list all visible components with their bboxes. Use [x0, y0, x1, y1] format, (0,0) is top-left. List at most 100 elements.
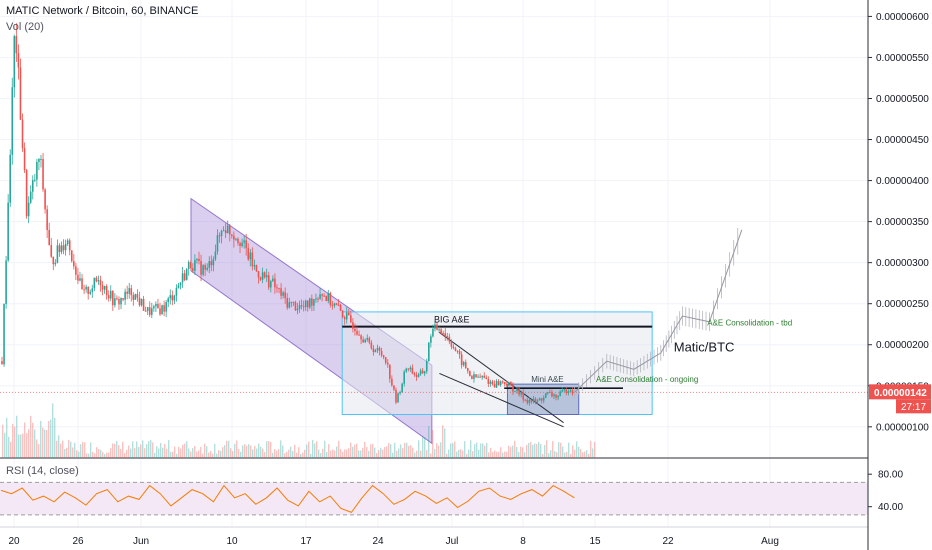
candle-body	[421, 370, 424, 374]
volume-bar	[484, 445, 486, 458]
candle	[425, 358, 428, 374]
candle	[29, 185, 32, 204]
candle-body	[224, 230, 227, 234]
candle-body	[208, 261, 211, 268]
volume-bar	[568, 442, 570, 458]
volume-bar	[252, 449, 254, 458]
volume-bar	[22, 433, 24, 458]
volume-bar	[60, 443, 62, 458]
candle-body	[85, 286, 87, 290]
candle	[44, 187, 46, 214]
candle-body	[397, 393, 399, 403]
volume-bar	[54, 417, 56, 458]
candle	[325, 295, 328, 302]
candle	[395, 387, 397, 405]
candle	[360, 334, 362, 345]
candle-body	[442, 332, 444, 334]
candle-body	[175, 288, 178, 296]
candle	[81, 273, 83, 290]
candle-body	[91, 288, 94, 292]
candle-body	[565, 389, 568, 394]
candle-body	[105, 285, 108, 296]
candle	[249, 248, 252, 267]
volume-bar	[430, 453, 432, 458]
candle-body	[288, 302, 291, 308]
volume-bars	[2, 403, 596, 458]
candles	[1, 23, 574, 406]
volume-bar	[488, 452, 490, 458]
candle-body	[231, 234, 233, 236]
candle-body	[551, 392, 553, 397]
candle-body	[450, 341, 453, 347]
candle-body	[354, 328, 356, 331]
candle-body	[405, 368, 408, 372]
candle-body	[46, 209, 48, 231]
big-ae-box	[341, 311, 653, 415]
candle-body	[540, 398, 543, 401]
candle	[304, 299, 307, 311]
candle	[128, 282, 131, 299]
volume-bar	[92, 451, 94, 458]
volume-bar	[246, 445, 248, 458]
candle-body	[124, 291, 126, 300]
candle-body	[212, 259, 215, 266]
candle	[409, 365, 412, 372]
candle-body	[542, 397, 545, 401]
volume-bar	[12, 423, 14, 458]
volume-bar	[332, 449, 334, 458]
volume-bar	[566, 451, 568, 458]
volume-bar	[204, 443, 206, 458]
candle	[257, 270, 260, 284]
volume-bar	[400, 444, 402, 458]
candle-body	[462, 362, 465, 366]
candle-body	[331, 304, 334, 306]
candle	[237, 237, 239, 246]
volume-bar	[418, 440, 420, 458]
volume-bar	[360, 450, 362, 458]
candle-body	[29, 191, 32, 203]
candle-body	[304, 300, 307, 307]
candle	[175, 284, 178, 302]
candle	[341, 309, 344, 319]
time-tick-label: 15	[589, 536, 601, 547]
candle-body	[538, 398, 541, 401]
volume-bar	[184, 443, 186, 458]
candle-body	[454, 348, 457, 351]
volume-bar	[552, 441, 554, 458]
time-tick-label: 17	[300, 536, 312, 547]
candle-body	[36, 161, 38, 180]
candle	[189, 259, 192, 270]
volume-bar	[518, 451, 520, 458]
candle	[239, 241, 241, 253]
candle-body	[179, 282, 182, 286]
candle	[378, 346, 381, 356]
candle	[393, 385, 395, 392]
candle	[440, 327, 442, 335]
candle	[280, 283, 282, 300]
candle-body	[337, 304, 340, 306]
volume-bar	[180, 448, 182, 458]
volume-bar	[374, 447, 376, 458]
volume-bar	[398, 448, 400, 458]
candle	[306, 300, 309, 312]
candle-body	[423, 371, 426, 374]
symbol-annotation: Matic/BTC	[674, 339, 735, 354]
candle-body	[370, 342, 373, 349]
candle	[510, 381, 512, 386]
volume-bar	[502, 452, 504, 458]
volume-bar	[402, 448, 404, 458]
candle-body	[518, 388, 520, 395]
candle-body	[83, 289, 85, 291]
candle	[526, 397, 529, 405]
candle	[389, 364, 391, 383]
candle	[66, 238, 69, 247]
candle-body	[294, 302, 297, 311]
candle	[58, 243, 61, 257]
candle-body	[425, 361, 428, 372]
candle-body	[503, 381, 506, 385]
candle	[243, 235, 245, 249]
volume-bar	[272, 452, 274, 458]
volume-bar	[580, 449, 582, 458]
